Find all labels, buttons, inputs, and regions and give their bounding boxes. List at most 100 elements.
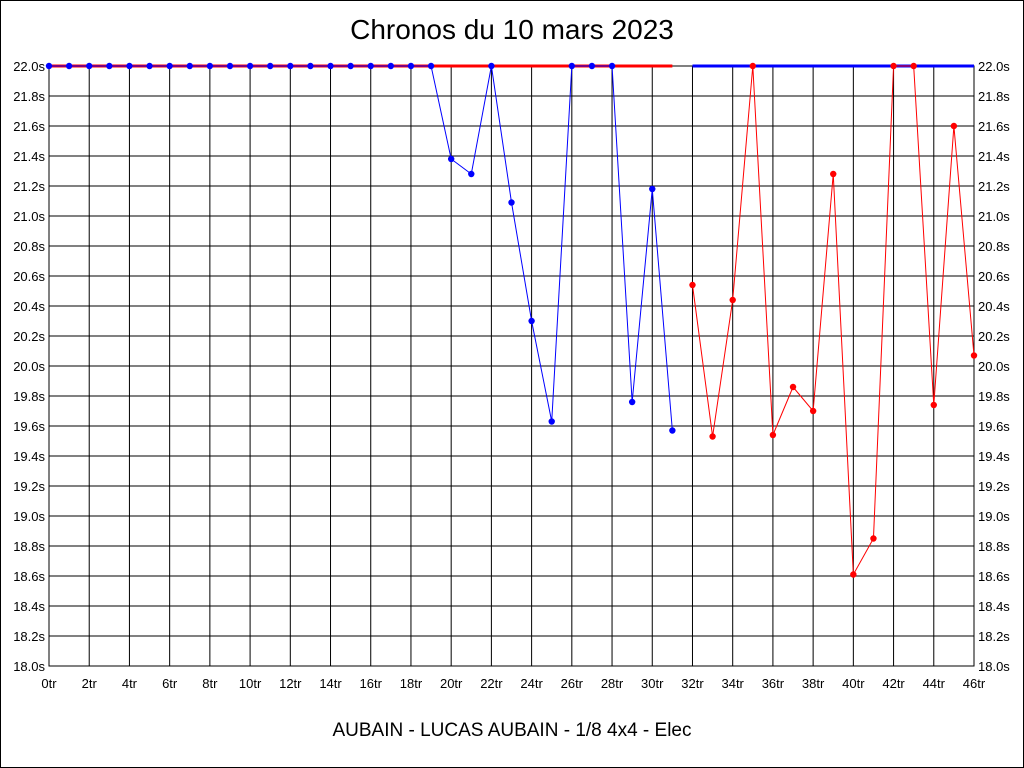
data-point	[347, 62, 354, 70]
y-tick-label-right: 21.4s	[978, 149, 1010, 164]
y-tick-label-left: 21.4s	[13, 149, 45, 164]
y-tick-label-right: 21.8s	[978, 89, 1010, 104]
x-tick-label: 28tr	[601, 676, 624, 691]
x-tick-label: 16tr	[360, 676, 383, 691]
data-point	[226, 62, 234, 70]
data-point	[186, 62, 193, 70]
y-tick-label-left: 20.0s	[13, 359, 45, 374]
data-point	[850, 571, 857, 578]
x-tick-label: 8tr	[202, 676, 218, 691]
x-tick-label: 2tr	[82, 676, 98, 691]
x-tick-label: 4tr	[122, 676, 138, 691]
y-tick-label-left: 20.8s	[13, 239, 45, 254]
data-point	[930, 401, 937, 409]
x-tick-label: 46tr	[963, 676, 986, 691]
data-point	[709, 433, 716, 440]
data-point	[488, 62, 495, 70]
data-point	[407, 62, 415, 70]
x-tick-label: 6tr	[162, 676, 178, 691]
data-point	[669, 427, 676, 434]
x-tick-label: 44tr	[923, 676, 946, 691]
data-point	[146, 62, 153, 70]
y-tick-label-left: 22.0s	[13, 59, 45, 74]
x-tick-label: 30tr	[641, 676, 664, 691]
data-point	[588, 62, 596, 70]
data-point	[528, 317, 535, 325]
data-point	[628, 398, 636, 406]
y-tick-label-left: 19.8s	[13, 389, 45, 404]
y-tick-label-right: 19.6s	[978, 419, 1010, 434]
y-tick-label-right: 19.4s	[978, 449, 1010, 464]
x-tick-label: 24tr	[520, 676, 543, 691]
y-tick-label-left: 18.0s	[13, 659, 45, 674]
y-tick-label-right: 21.6s	[978, 119, 1010, 134]
data-point	[769, 431, 777, 439]
data-point	[548, 418, 555, 425]
y-tick-label-right: 21.0s	[978, 209, 1010, 224]
data-point	[126, 62, 133, 70]
series-line	[691, 65, 975, 577]
x-tick-label: 20tr	[440, 676, 463, 691]
data-point	[106, 62, 113, 70]
x-tick-label: 0tr	[41, 676, 57, 691]
y-tick-label-right: 20.6s	[978, 269, 1010, 284]
data-point	[508, 199, 515, 206]
y-tick-label-right: 18.6s	[978, 569, 1010, 584]
y-tick-label-left: 21.2s	[13, 179, 45, 194]
data-point	[307, 62, 314, 70]
y-tick-label-right: 19.8s	[978, 389, 1010, 404]
y-tick-label-left: 19.0s	[13, 509, 45, 524]
y-tick-label-left: 21.6s	[13, 119, 45, 134]
data-point	[789, 383, 797, 391]
y-tick-label-right: 18.4s	[978, 599, 1010, 614]
data-point	[327, 62, 334, 70]
data-point	[86, 62, 93, 70]
data-point	[830, 170, 837, 178]
data-point	[568, 62, 576, 70]
y-tick-label-right: 18.8s	[978, 539, 1010, 554]
data-point	[166, 62, 173, 70]
series-line	[49, 65, 673, 431]
data-point	[266, 62, 274, 70]
chart-title: Chronos du 10 mars 2023	[350, 14, 674, 45]
x-tick-label: 38tr	[802, 676, 825, 691]
data-point	[809, 407, 817, 415]
data-point	[870, 535, 877, 542]
y-tick-label-left: 19.6s	[13, 419, 45, 434]
data-point	[246, 62, 254, 70]
data-point	[45, 62, 53, 70]
data-point	[729, 296, 736, 304]
y-tick-label-right: 18.0s	[978, 659, 1010, 674]
data-point	[649, 185, 656, 193]
data-point	[890, 62, 897, 70]
y-tick-label-right: 21.2s	[978, 179, 1010, 194]
x-tick-label: 18tr	[400, 676, 423, 691]
x-tick-label: 32tr	[681, 676, 704, 691]
data-point	[367, 62, 374, 70]
data-point	[950, 122, 958, 130]
data-point	[427, 62, 435, 70]
y-tick-label-right: 19.0s	[978, 509, 1010, 524]
y-tick-label-left: 20.4s	[13, 299, 45, 314]
y-tick-label-right: 22.0s	[978, 59, 1010, 74]
y-tick-label-left: 19.2s	[13, 479, 45, 494]
data-point	[468, 170, 475, 178]
data-point	[608, 62, 616, 70]
x-tick-label: 42tr	[882, 676, 905, 691]
data-point	[65, 62, 73, 70]
y-tick-label-left: 20.2s	[13, 329, 45, 344]
y-tick-label-left: 21.8s	[13, 89, 45, 104]
y-tick-label-left: 18.2s	[13, 629, 45, 644]
x-tick-label: 40tr	[842, 676, 865, 691]
data-point	[689, 281, 696, 289]
data-point	[447, 155, 455, 163]
data-point	[970, 352, 978, 359]
x-tick-label: 36tr	[762, 676, 785, 691]
y-tick-label-left: 18.4s	[13, 599, 45, 614]
data-point	[749, 62, 757, 70]
y-tick-label-left: 18.6s	[13, 569, 45, 584]
x-tick-label: 26tr	[561, 676, 584, 691]
y-tick-label-right: 19.2s	[978, 479, 1010, 494]
chart-subtitle: AUBAIN - LUCAS AUBAIN - 1/8 4x4 - Elec	[332, 720, 692, 741]
